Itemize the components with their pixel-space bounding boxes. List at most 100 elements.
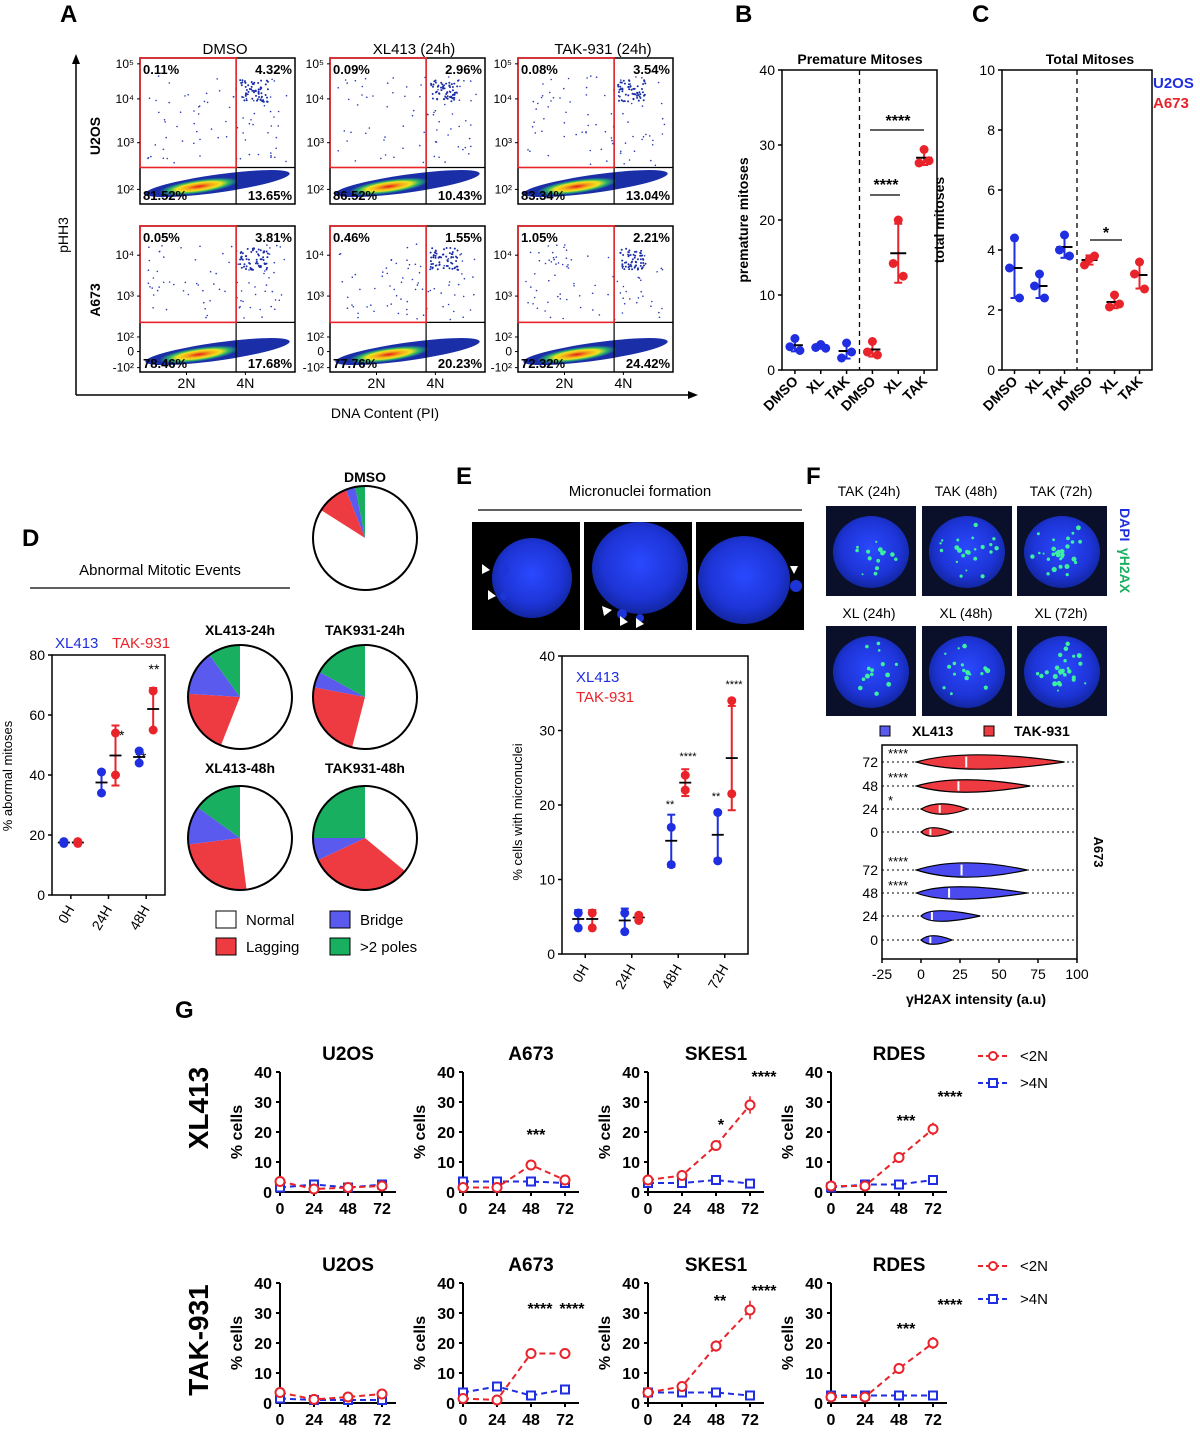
flow-dot (269, 96, 272, 98)
x-tick-label: 0 (276, 1412, 285, 1429)
flow-cluster-dot (446, 260, 449, 263)
flow-cluster-dot (445, 82, 448, 85)
flow-dot (640, 290, 642, 293)
g-star-r2-1: **** (528, 1301, 554, 1318)
flow-cluster-dot (429, 265, 432, 268)
flow-dot (437, 89, 439, 91)
flow-y-tick-label: 10⁵ (494, 57, 512, 71)
data-point (713, 807, 723, 817)
flow-dot (270, 305, 273, 308)
pie-slice-2poles (313, 786, 365, 838)
foci (980, 544, 985, 550)
flow-dot (386, 82, 389, 84)
y-label: % cells (412, 1316, 429, 1370)
foci (1074, 560, 1078, 565)
data-point (97, 788, 106, 798)
y-tick-label: 40 (805, 1065, 823, 1082)
flow-pct-upper-left: 0.11% (143, 62, 180, 77)
flow-dot (164, 121, 166, 123)
flow-dot (252, 123, 254, 126)
flow-pct-lower-left: 78.46% (143, 356, 188, 371)
g-star-r2-2: **** (560, 1301, 586, 1318)
foci (957, 647, 960, 650)
foci (880, 662, 885, 667)
panel-d-legend-xl413: XL413 (55, 635, 98, 652)
foci (973, 556, 978, 561)
flow-cluster-dot (635, 264, 638, 267)
foci (1052, 681, 1058, 687)
flow-cluster-dot (445, 264, 448, 267)
y-tick-label: 20 (622, 1336, 640, 1353)
pie-slice-2poles (197, 786, 240, 838)
pie-slice-normal (312, 486, 417, 591)
flow-cluster-dot (624, 93, 627, 96)
data-point (680, 770, 690, 780)
foci (1076, 653, 1082, 659)
flow-cluster-dot (264, 94, 267, 96)
flow-dot (569, 101, 571, 103)
flow-dot (622, 297, 624, 300)
flow-cluster-dot (621, 87, 624, 90)
flow-dot (458, 99, 461, 101)
g-legend-row1: <2N >4N (978, 1048, 1048, 1092)
panel-d-legend-tak931: TAK-931 (112, 635, 170, 652)
flow-dot (261, 316, 263, 318)
flow-cluster-dot (618, 95, 621, 98)
flow-cluster-dot (440, 86, 442, 89)
series-gt4n-point (745, 1390, 755, 1401)
flow-cluster-dot (630, 261, 633, 264)
foci (1057, 689, 1059, 692)
gh2ax-image (922, 626, 1012, 716)
y-tick-label: 2 (987, 302, 995, 318)
flow-dot (457, 283, 460, 286)
series-lt2n-line (831, 1342, 934, 1398)
flow-dot (612, 142, 614, 145)
legend-swatch-poles (329, 937, 351, 956)
flow-dot (652, 139, 654, 142)
flow-cluster-dot (431, 97, 434, 100)
x-tick-label: 72 (373, 1412, 391, 1429)
data-point (1135, 257, 1144, 267)
flow-dot (393, 156, 395, 159)
flow-cluster-dot (619, 251, 622, 254)
flow-cluster-dot (265, 250, 268, 253)
flow-cluster-dot (239, 263, 242, 266)
y-tick-label: 30 (254, 1095, 272, 1112)
foci (867, 556, 872, 561)
flow-cluster-dot (453, 96, 456, 99)
flow-dot (440, 292, 443, 294)
flow-cluster-dot (633, 266, 636, 269)
flow-dot (458, 125, 461, 128)
flow-dot (637, 297, 640, 299)
flow-cluster-dot (431, 247, 434, 250)
violin-shape (920, 827, 954, 837)
flow-cluster-dot (622, 100, 625, 103)
gh2ax-image (1017, 506, 1107, 596)
series-lt2n-point (274, 1387, 286, 1398)
x-tick-label: DMSO (980, 373, 1021, 414)
flow-dot (422, 161, 425, 164)
series-gt4n-point (928, 1390, 938, 1401)
flow-cluster-dot (623, 268, 626, 271)
series-lt2n-line (462, 1352, 565, 1402)
flow-dot (390, 258, 393, 261)
flow-dot (402, 277, 404, 279)
flow-cluster-dot (435, 90, 438, 93)
data-point (847, 347, 857, 357)
panel-d-star-4: ** (149, 661, 160, 677)
y-tick-label: 0 (767, 362, 775, 378)
panel-letter-f: F (806, 463, 821, 490)
flow-dot (566, 298, 568, 301)
flow-dot (586, 77, 588, 79)
flow-dot (165, 136, 167, 139)
flow-cluster-dot (255, 260, 258, 263)
series-gt4n-point (492, 1381, 502, 1392)
data-point (1055, 245, 1064, 255)
foci (1061, 669, 1065, 673)
data-point (821, 343, 831, 353)
flow-dot (661, 117, 664, 120)
micronuclei-images (472, 522, 804, 630)
flow-y-tick-label: 10³ (307, 136, 324, 150)
flow-pct-lower-right: 10.43% (438, 188, 483, 203)
data-point (587, 923, 597, 933)
